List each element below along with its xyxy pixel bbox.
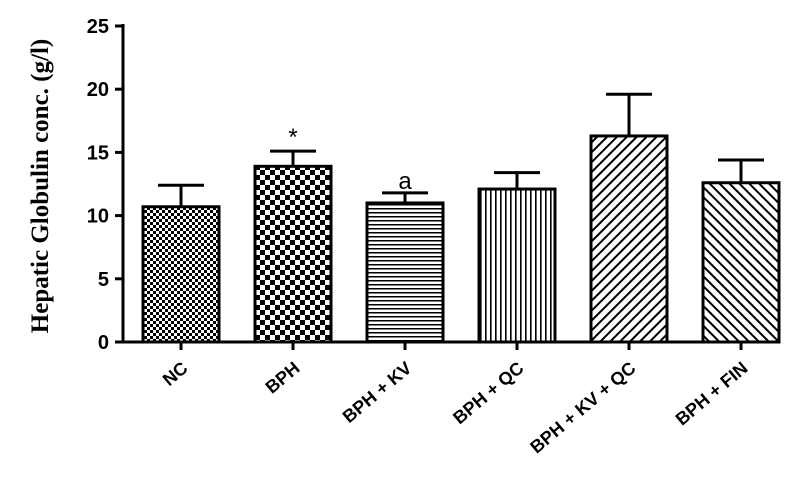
bar-2: [365, 201, 445, 344]
category-label-5: BPH + FIN: [672, 358, 752, 430]
category-label-0: NC: [159, 358, 192, 390]
category-label-3: BPH + QC: [449, 358, 527, 428]
y-tick-label: 25: [87, 16, 109, 38]
y-tick-label: 5: [98, 269, 109, 291]
bar-0: [141, 205, 221, 344]
category-label-1: BPH: [262, 358, 304, 398]
annotations: *a: [288, 124, 412, 195]
annotation-1: *: [288, 124, 297, 151]
y-tick-label: 20: [87, 79, 109, 101]
y-axis: 0 5 10 15 20 25: [87, 16, 125, 354]
y-axis-label: Hepatic Globulin conc. (g/l): [27, 39, 54, 333]
bar-1: [253, 164, 333, 344]
annotation-2: a: [398, 168, 412, 195]
bar-3: [477, 187, 557, 344]
y-tick-label: 15: [87, 142, 109, 164]
error-bars: [158, 92, 764, 207]
category-label-4: BPH + KV + QC: [526, 358, 639, 458]
bar-4: [589, 134, 669, 344]
y-tick-label: 10: [87, 206, 109, 228]
bars: [141, 134, 781, 344]
category-label-2: BPH + KV: [339, 358, 416, 427]
y-tick-label: 0: [98, 332, 109, 354]
bar-5: [701, 181, 781, 344]
